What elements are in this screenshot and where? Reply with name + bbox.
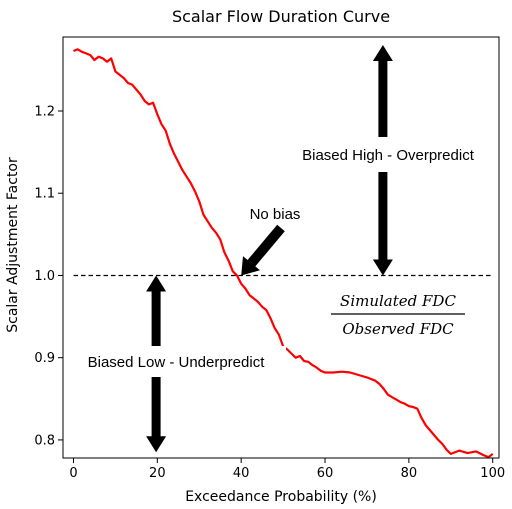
fraction-denominator: Observed FDC [342,320,454,338]
y-tick-label: 1.1 [34,187,55,202]
biased-high-arrow-down [372,172,393,276]
x-tick-label: 100 [480,466,505,481]
x-tick-label: 60 [317,466,334,481]
x-tick-label: 80 [401,466,418,481]
y-tick-label: 0.9 [34,351,55,366]
y-tick-label: 0.8 [34,433,55,448]
plot-frame [62,36,500,459]
annotation-low-background [68,346,286,376]
chart-title: Scalar Flow Duration Curve [172,7,390,26]
y-axis-ticks: 0.8 0.9 1.0 1.1 1.2 [34,105,63,448]
fraction-numerator: Simulated FDC [340,292,456,310]
annotation-high-background [283,139,495,169]
biased-high-arrow-up [372,45,393,137]
scalar-fdc-line [73,48,494,458]
no-bias-arrow [241,224,285,276]
x-axis-label: Exceedance Probability (%) [185,489,377,505]
x-tick-label: 0 [69,466,77,481]
biased-low-arrow-up [146,275,167,346]
y-tick-label: 1.0 [34,269,55,284]
annotation-biased-low: Biased Low - Underpredict [88,354,266,371]
series-layer [73,48,494,458]
x-tick-label: 40 [233,466,250,481]
x-tick-label: 20 [149,466,166,481]
arrow-layer [146,45,393,453]
biased-low-arrow-down [146,377,167,453]
x-axis-ticks: 0 20 40 60 80 100 [69,458,505,481]
annotation-biased-high: Biased High - Overpredict [302,147,475,164]
annotation-no-bias: No bias [250,206,301,223]
y-tick-label: 1.2 [34,105,55,120]
y-axis-label: Scalar Adjustment Factor [5,157,21,333]
